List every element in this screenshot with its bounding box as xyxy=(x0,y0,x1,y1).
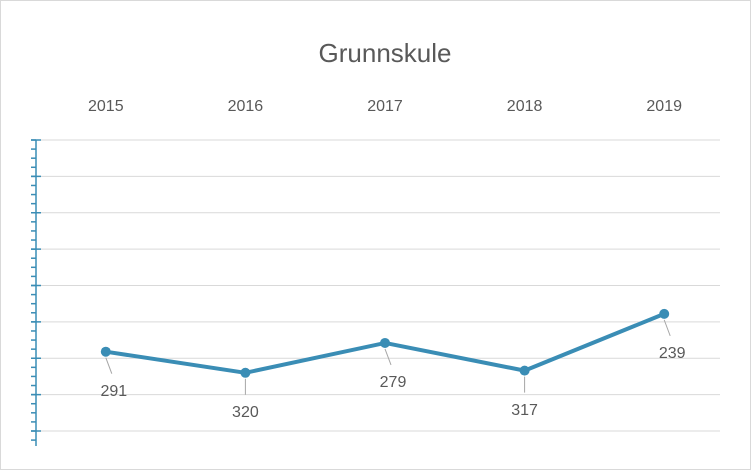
label-leader xyxy=(105,357,113,374)
point xyxy=(380,337,390,348)
data-label: 291 xyxy=(100,383,127,400)
point xyxy=(659,308,670,319)
data-label: 279 xyxy=(380,374,407,391)
data-label: 239 xyxy=(659,345,686,362)
point xyxy=(100,346,111,357)
label-leader xyxy=(384,348,392,366)
label-leader xyxy=(663,319,671,337)
x-tick-label: 2017 xyxy=(367,98,403,115)
x-tick-label: 2015 xyxy=(88,98,124,115)
chart-title: Grunnskule xyxy=(319,38,452,68)
data-label: 320 xyxy=(232,404,259,421)
x-tick-label: 2018 xyxy=(507,98,543,115)
data-label: 317 xyxy=(511,402,538,419)
point xyxy=(240,367,251,378)
point xyxy=(519,365,530,376)
x-tick-label: 2019 xyxy=(646,98,682,115)
x-tick-label: 2016 xyxy=(228,98,264,115)
